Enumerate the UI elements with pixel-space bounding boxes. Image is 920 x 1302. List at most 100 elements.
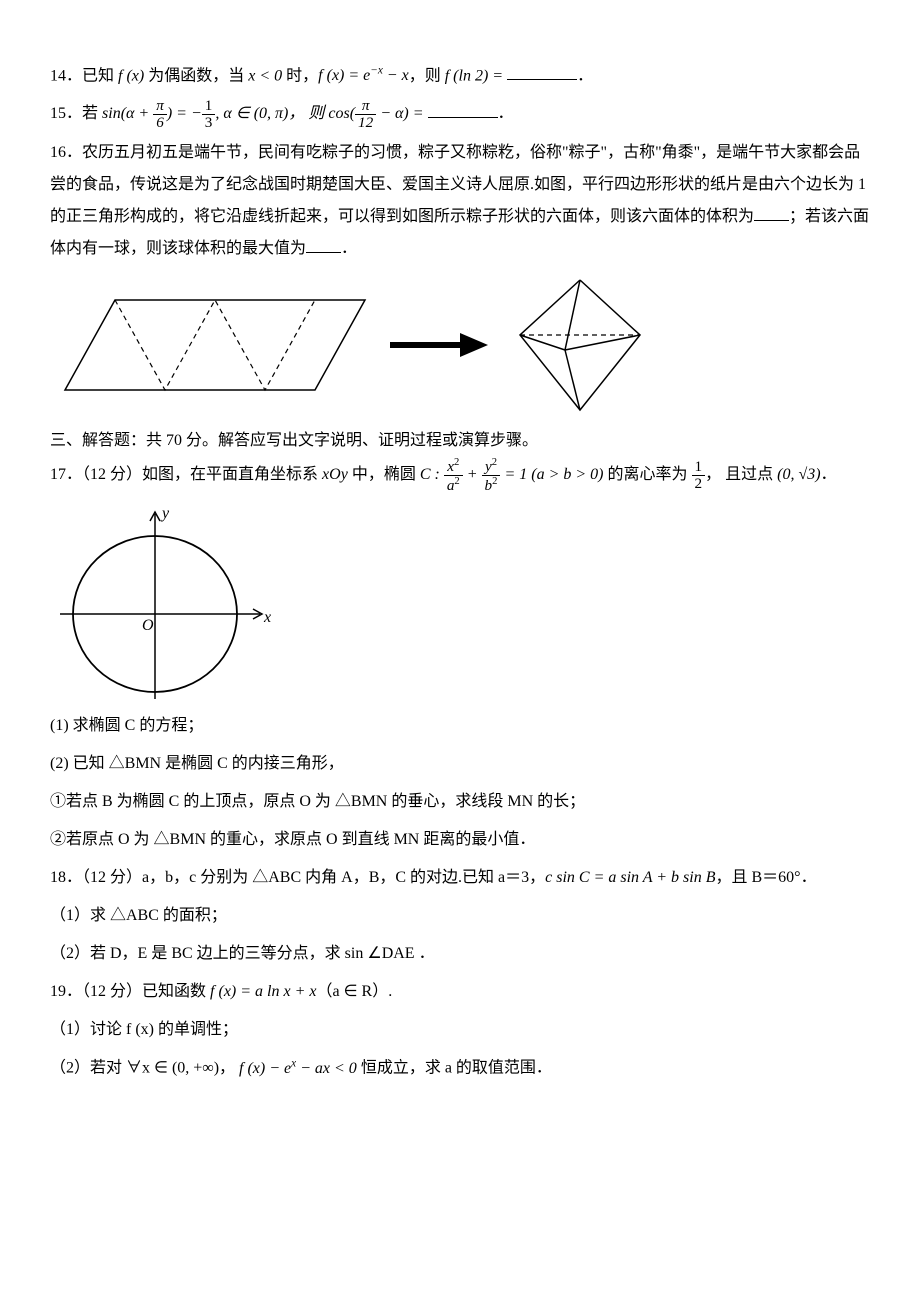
- q17-hd: 2: [692, 476, 706, 492]
- q17-m3: ， 且过点: [705, 466, 777, 483]
- q17-xn-t: x: [447, 458, 454, 475]
- q18-t1: a，b，c 分别为 △ABC 内角 A，B，C 的对边.已知 a＝3，: [142, 869, 545, 886]
- q15-f1: 13: [202, 98, 216, 131]
- q15-pi6d: 6: [153, 115, 167, 131]
- q15-f1d: 3: [202, 115, 216, 131]
- q17-pre: 如图，在平面直角坐标系: [142, 466, 322, 483]
- q18-eq: c sin C = a sin A + b sin B: [545, 869, 715, 886]
- q14-m2: 时，: [282, 67, 318, 84]
- q15-f1n: 1: [202, 98, 216, 115]
- q19-fx: f (x) = a ln x + x: [210, 983, 316, 1000]
- q19-t2: （a ∈ R）.: [317, 983, 393, 1000]
- q17-C: C :: [420, 466, 440, 483]
- q17-xd: a2: [444, 476, 463, 494]
- q14-def-b: − x: [383, 67, 409, 84]
- q19-p2b: − ax < 0: [296, 1060, 357, 1077]
- q17-m2: 的离心率为: [603, 466, 691, 483]
- q14-pre: 已知: [82, 67, 118, 84]
- q15-cos: cos(: [328, 105, 355, 122]
- svg-text:y: y: [160, 505, 170, 522]
- question-14: 14．已知 f (x) 为偶函数，当 x < 0 时，f (x) = e−x −…: [50, 60, 870, 92]
- q19-p2eq: f (x) − e: [239, 1060, 291, 1077]
- q18-num: 18．: [50, 869, 82, 886]
- q14-def-a: f (x) = e: [318, 67, 370, 84]
- svg-text:O: O: [142, 617, 154, 634]
- q19-num: 19．: [50, 983, 82, 1000]
- q15-blank: [428, 101, 498, 118]
- q17-pt: (0, √3): [777, 466, 820, 483]
- q14-m3: ，则: [409, 67, 445, 84]
- q17-figure: O x y: [50, 504, 870, 704]
- q17-p1: (1) 求椭圆 C 的方程；: [50, 710, 870, 742]
- q15-pi12: π12: [355, 98, 376, 131]
- q16-svg: [50, 275, 670, 415]
- q17-num: 17．: [50, 466, 82, 483]
- q17-xoy: xOy: [322, 466, 348, 483]
- q16-figure: [50, 275, 870, 415]
- q14-m1: 为偶函数，当: [144, 67, 248, 84]
- q17-p2: (2) 已知 △BMN 是椭圆 C 的内接三角形，: [50, 748, 870, 780]
- q14-ask: f (ln 2) =: [445, 67, 503, 84]
- q17-eq1: = 1 (a > b > 0): [500, 466, 603, 483]
- q17-half: 12: [692, 459, 706, 492]
- q19-pts: （12 分）: [82, 983, 142, 1000]
- question-16: 16．农历五月初五是端午节，民间有吃粽子的习惯，粽子又称粽籺，俗称"粽子"，古称…: [50, 137, 870, 265]
- q14-def: f (x) = e−x − x: [318, 67, 409, 84]
- q14-tail: ．: [577, 67, 593, 84]
- q19-t1: 已知函数: [142, 983, 210, 1000]
- q17-plus: +: [463, 466, 482, 483]
- q17-svg: O x y: [50, 504, 280, 704]
- q19-p2c: 恒成立，求 a 的取值范围．: [357, 1060, 552, 1077]
- q15-pre: 若: [82, 105, 102, 122]
- q15-eq: ) = −: [167, 105, 202, 122]
- q18-p1: （1）求 △ABC 的面积；: [50, 900, 870, 932]
- q15-mid: , α ∈ (0, π)， 则: [215, 105, 328, 122]
- q17-p2b: ②若原点 O 为 △BMN 的重心，求原点 O 到直线 MN 距离的最小值．: [50, 824, 870, 856]
- q19-p2: （2）若对 ∀x ∈ (0, +∞)， f (x) − ex − ax < 0 …: [50, 1052, 870, 1084]
- q18-p2: （2）若 D，E 是 BC 边上的三等分点，求 sin ∠DAE ．: [50, 938, 870, 970]
- q17-pts: （12 分）: [82, 466, 142, 483]
- q19-p2eq-wrap: f (x) − ex − ax < 0: [239, 1060, 357, 1077]
- q15-num: 15．: [50, 105, 82, 122]
- q15-cos2: − α) =: [376, 105, 423, 122]
- parallelogram: [65, 300, 365, 390]
- q15-sin: sin(α +: [102, 105, 153, 122]
- q17-fr-y: y2b2: [482, 457, 501, 494]
- question-18: 18．（12 分）a，b，c 分别为 △ABC 内角 A，B，C 的对边.已知 …: [50, 862, 870, 894]
- q15-pi12n: π: [355, 98, 376, 115]
- q17-fr-x: x2a2: [444, 457, 463, 494]
- q14-num: 14．: [50, 67, 82, 84]
- q18-pts: （12 分）: [82, 869, 142, 886]
- question-17: 17．（12 分）如图，在平面直角坐标系 xOy 中，椭圆 C : x2a2 +…: [50, 457, 870, 494]
- q17-yn-t: y: [485, 458, 492, 475]
- q17-p2a: ①若点 B 为椭圆 C 的上顶点，原点 O 为 △BMN 的垂心，求线段 MN …: [50, 786, 870, 818]
- q16-num: 16．: [50, 144, 82, 161]
- q14-blank: [507, 63, 577, 80]
- q15-pi6n: π: [153, 98, 167, 115]
- question-15: 15．若 sin(α + π6) = −13, α ∈ (0, π)， 则 co…: [50, 98, 870, 131]
- svg-text:x: x: [263, 609, 271, 626]
- q16-text: 农历五月初五是端午节，民间有吃粽子的习惯，粽子又称粽籺，俗称"粽子"，古称"角黍…: [50, 144, 866, 225]
- q17-m1: 中，椭圆: [348, 466, 420, 483]
- hexahedron: [520, 280, 640, 410]
- q17-yd-t: b: [485, 477, 493, 494]
- q15-tail: ．: [498, 105, 514, 122]
- q17-xn: x2: [444, 457, 463, 476]
- q14-cond: x < 0: [248, 67, 282, 84]
- q17-hn: 1: [692, 459, 706, 476]
- q17-tail: ．: [821, 466, 837, 483]
- q17-yd: b2: [482, 476, 501, 494]
- q18-t2: ，且 B＝60°．: [716, 869, 817, 886]
- q17-yn: y2: [482, 457, 501, 476]
- q16-blank2: [306, 236, 341, 253]
- q14-exp: −x: [370, 65, 383, 77]
- q15-pi6: π6: [153, 98, 167, 131]
- arrow-icon: [390, 333, 488, 357]
- q19-p2a: （2）若对 ∀x ∈ (0, +∞)，: [50, 1060, 239, 1077]
- q16-blank1: [754, 204, 789, 221]
- q14-fx: f (x): [118, 67, 144, 84]
- q16-tail: ．: [341, 240, 357, 257]
- q15-pi12d: 12: [355, 115, 376, 131]
- section-3-heading: 三、解答题：共 70 分。解答应写出文字说明、证明过程或演算步骤。: [50, 425, 870, 457]
- question-19: 19．（12 分）已知函数 f (x) = a ln x + x（a ∈ R）.: [50, 976, 870, 1008]
